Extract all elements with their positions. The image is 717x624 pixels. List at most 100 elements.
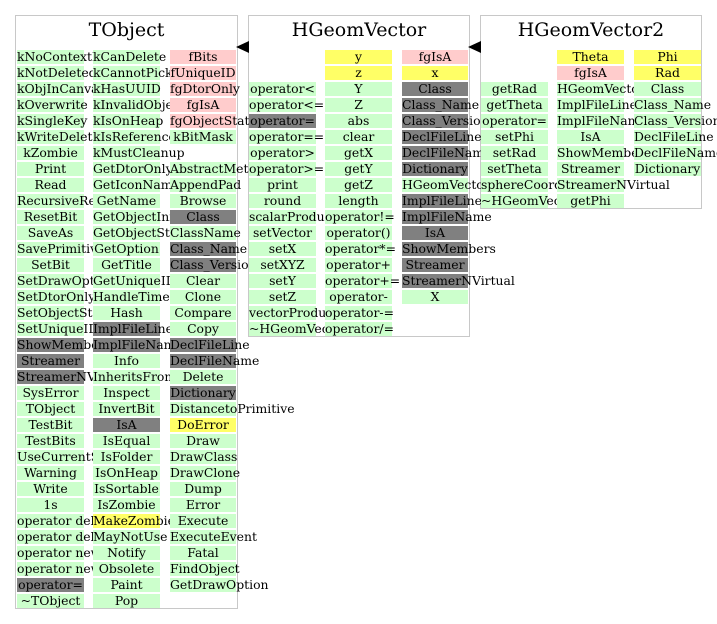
member-cell: setVector [249,226,316,240]
member-cell: ImplFileLine [557,97,637,112]
member-cell: SetDrawOption [17,273,115,288]
member-cell: UseCurrentStyle [17,449,123,464]
member-cell: kZombie [17,146,84,160]
inheritance-arrow-icon [468,41,481,53]
member-cell: operator== [249,129,325,144]
member-cell: HandleTimer [93,289,176,304]
member-cell: ImplFileName [402,209,492,224]
member-cell: Class_Version [634,113,717,128]
member-cell: RecursiveRemove [17,193,130,208]
member-cell: ~TObject [17,594,84,608]
member-cell: fUniqueID [170,65,236,80]
member-cell: DeclFileLine [634,129,714,144]
member-cell: operator<= [249,97,325,112]
member-cell: SetDtorOnly [17,289,96,304]
member-cell: operator< [249,81,316,96]
member-cell: ~HGeomVector2 [481,193,587,208]
member-cell: IsSortable [93,481,160,496]
member-cell: Z [325,98,392,112]
member-cell: IsA [93,418,160,432]
member-cell: operator>= [249,161,325,176]
member-cell: fgIsA [557,66,624,80]
member-cell: operator-= [325,305,394,320]
class-title-hgeomvector2: HGeomVector2 [517,19,665,41]
class-title-hgeomvector: HGeomVector [291,19,427,41]
member-cell: Theta [557,50,624,64]
member-cell: SavePrimitive [17,241,105,256]
member-cell: SetObjectStat [17,305,105,320]
member-cell: fgDtorOnly [170,81,240,96]
member-cell: kObjInCanvas [17,81,105,96]
member-cell: round [249,194,316,208]
member-cell: GetName [93,194,160,208]
member-cell: GetDtorOnly [93,161,173,176]
member-cell: operator+= [325,273,401,288]
member-cell: fgIsA [170,98,236,112]
member-cell: operator> [249,145,316,160]
member-cell: setRad [481,146,548,160]
member-cell: Compare [170,306,236,320]
member-cell: getRad [481,82,548,96]
member-cell: scalarProduct [249,209,337,224]
member-cell: Streamer [17,354,84,368]
member-cell: DistancetoPrimitive [170,401,295,416]
member-cell: ImplFileLine [402,193,482,208]
member-cell: GetDrawOption [170,577,269,592]
member-cell: IsZombie [93,498,160,512]
member-cell: SysError [17,386,84,400]
member-cell: IsA [557,130,624,144]
member-cell: Inspect [93,386,160,400]
member-cell: IsOnHeap [93,466,160,480]
member-cell: Info [93,354,160,368]
member-cell: getPhi [557,194,624,208]
member-cell: GetTitle [93,258,160,272]
member-cell: Dictionary [634,161,701,176]
member-cell: Obsolete [93,562,160,576]
member-cell: Dictionary [402,161,468,176]
member-cell: ShowMembers [557,145,651,160]
member-cell: kWriteDelete [17,129,100,144]
member-cell: kSingleKey [17,113,88,128]
member-cell: Warning [17,466,84,480]
member-cell: Print [17,162,84,176]
member-cell: TObject [17,402,84,416]
member-cell: ShowMembers [402,241,496,256]
member-cell: Class_Name [402,97,480,112]
member-cell: kIsReferenced [93,129,184,144]
member-cell: Pop [93,594,160,608]
member-cell: Streamer [402,258,468,272]
member-cell: Y [325,82,392,96]
member-cell: GetObjectInfo [93,209,182,224]
member-cell: Paint [93,578,160,592]
member-cell: x [402,66,468,80]
member-cell: kNoContextMenu [17,49,128,64]
member-cell: ResetBit [17,210,84,224]
member-cell: Fatal [170,546,236,560]
member-cell: FindObject [170,561,240,576]
member-cell: Clone [170,290,236,304]
member-cell: kBitMask [170,130,236,144]
member-cell: Execute [170,514,236,528]
member-cell: Notify [93,546,160,560]
member-cell: kNotDeleted [17,65,97,80]
member-cell: Draw [170,434,236,448]
member-cell: Write [17,482,84,496]
member-cell: DrawClone [170,465,241,480]
member-cell: operator+ [325,257,392,272]
member-cell: SaveAs [17,226,84,240]
member-cell: ShowMembers [17,337,111,352]
member-cell: abs [325,114,392,128]
member-cell: operator delete[] [17,529,124,544]
member-cell: Dump [170,482,236,496]
member-cell: kInvalidObject [93,97,185,112]
member-cell: MakeZombie [93,513,175,528]
member-cell: DeclFileLine [402,129,482,144]
member-cell: Class_Version [170,257,257,272]
member-cell: Delete [170,370,236,384]
class-box-hgeomvector2: HGeomVector2 [480,15,702,209]
member-cell: operator= [481,113,548,128]
member-cell: GetObjectStat [93,225,183,240]
member-cell: operator new [17,545,102,560]
member-cell: kOverwrite [17,97,88,112]
member-cell: kHasUUID [93,81,161,96]
